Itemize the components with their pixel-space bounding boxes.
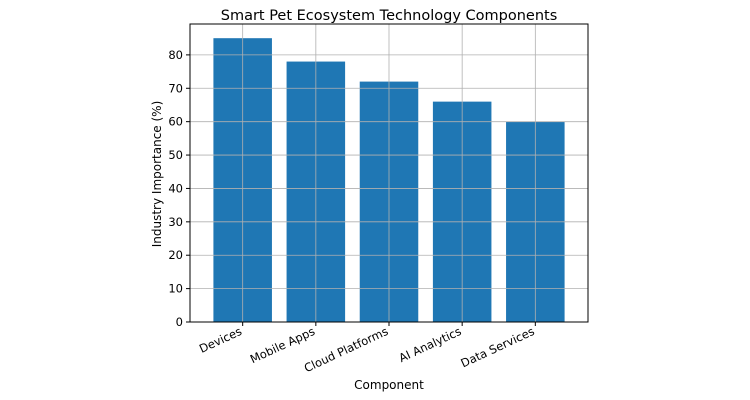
y-axis-label: Industry Importance (%) <box>150 101 164 248</box>
y-tick-label: 10 <box>168 282 183 296</box>
y-tick-label: 30 <box>168 215 183 229</box>
y-tick-label: 20 <box>168 248 183 262</box>
y-tick-label: 0 <box>176 315 183 329</box>
y-tick-label: 80 <box>168 48 183 62</box>
y-tick-label: 70 <box>168 81 183 95</box>
x-axis-label: Component <box>354 378 424 392</box>
x-tick-label: Data Services <box>459 324 537 370</box>
y-tick-label: 40 <box>168 181 183 195</box>
x-tick-label: AI Analytics <box>397 324 464 365</box>
y-tick-label: 50 <box>168 148 183 162</box>
x-tick-label: Cloud Platforms <box>302 324 390 375</box>
y-tick-label: 60 <box>168 115 183 129</box>
x-tick-label: Devices <box>197 324 244 356</box>
chart-title: Smart Pet Ecosystem Technology Component… <box>221 8 558 24</box>
